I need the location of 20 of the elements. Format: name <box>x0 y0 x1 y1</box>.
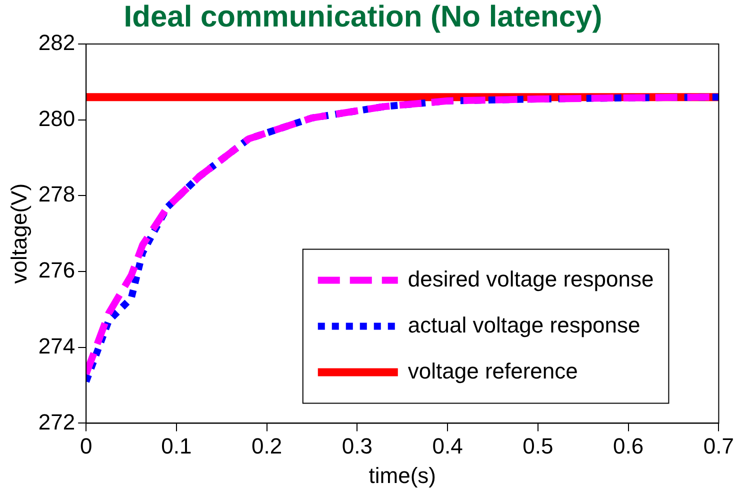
y-tick-label: 274 <box>38 333 76 358</box>
x-tick-label: 0.1 <box>161 433 192 458</box>
legend-label: voltage reference <box>408 358 578 384</box>
y-tick-label: 276 <box>38 258 76 283</box>
y-tick-label: 282 <box>38 30 76 56</box>
x-tick-label: 0 <box>80 433 92 458</box>
y-tick-label: 280 <box>38 106 76 131</box>
legend-label: actual voltage response <box>408 312 640 338</box>
x-tick-label: 0.7 <box>703 433 734 458</box>
x-axis-title: time(s) <box>368 462 436 488</box>
y-axis-title: voltage(V) <box>6 183 32 284</box>
x-tick-label: 0.2 <box>252 433 282 458</box>
y-tick-label: 272 <box>38 409 76 434</box>
x-tick-label: 0.5 <box>522 433 554 458</box>
x-tick-label: 0.3 <box>342 433 373 458</box>
legend-label: desired voltage response <box>408 266 654 292</box>
chart-title: Ideal communication (No latency) <box>124 0 602 34</box>
x-tick-label: 0.4 <box>432 433 463 458</box>
y-tick-label: 278 <box>38 182 76 207</box>
x-tick-label: 0.6 <box>613 433 644 458</box>
